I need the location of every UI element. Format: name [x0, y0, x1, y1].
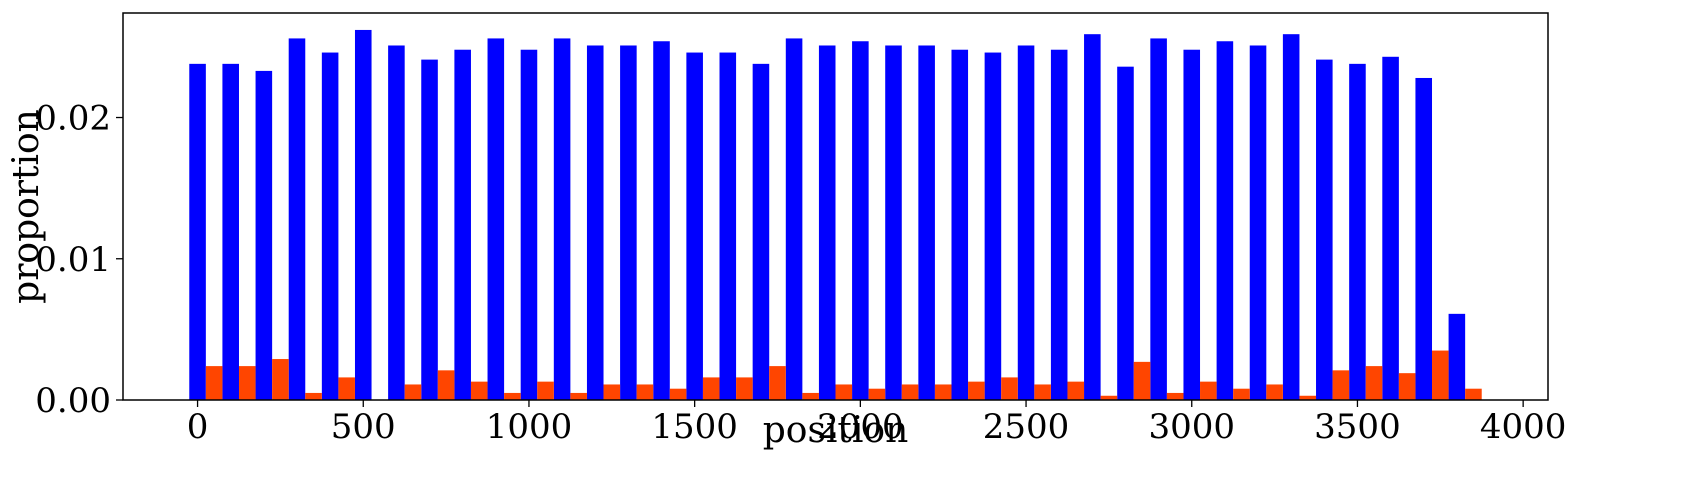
bar-series1-bin-3500	[1349, 63, 1366, 401]
bar-series2-bin-1700	[769, 366, 786, 400]
bar-series1-bin-3600	[1382, 56, 1399, 401]
bar-series2-bin-2600	[1067, 381, 1085, 400]
x-axis-ticks: 0 500 1000 1500 2000 2500 3000 3500 4000	[187, 400, 1567, 447]
bar-series2-bin-2000	[868, 388, 886, 400]
bar-series2-bin-2300	[968, 381, 985, 400]
x-tick-label: 500	[331, 407, 396, 447]
y-tick-label: 0.01	[35, 240, 111, 280]
bar-series1-bin-1000	[520, 49, 538, 401]
bar-series2-bin-1000	[537, 381, 554, 400]
bar-series1-bin-3800	[1448, 313, 1466, 400]
bar-series2-bin-1100	[570, 392, 587, 400]
bar-series1-bin-2700	[1084, 34, 1101, 401]
bar-series2-bin-2200	[934, 384, 952, 400]
bar-series1-bin-800	[454, 49, 471, 401]
x-tick-label: 1500	[651, 407, 738, 447]
bar-series2-bin-200	[272, 359, 289, 400]
bar-series2-bin-400	[338, 377, 355, 400]
x-tick-label: 1000	[486, 407, 573, 447]
bar-series2-bin-3000	[1200, 381, 1217, 400]
bar-series1-bin-1800	[785, 38, 803, 400]
bar-series1-bin-300	[288, 38, 306, 400]
bar-series1-bin-3700	[1415, 77, 1433, 401]
bar-series2-bin-2400	[1001, 377, 1018, 400]
bar-series2-bin-3100	[1233, 388, 1250, 400]
bar-series1-bin-3000	[1183, 49, 1201, 401]
bar-series1-bin-2300	[951, 49, 969, 401]
bar-series2-bin-2800	[1133, 361, 1151, 400]
bar-series2-bin-3500	[1365, 366, 1383, 400]
bar-series2-bin-2100	[901, 384, 919, 400]
bar-series1-bin-3400	[1316, 59, 1333, 400]
bar-series1-bin-3300	[1282, 34, 1300, 401]
bar-series2-bin-1400	[669, 388, 687, 400]
bar-series1-bin-700	[421, 59, 438, 400]
x-axis-label: position	[763, 410, 909, 451]
bar-series1-bin-400	[321, 52, 339, 400]
bar-series2-bin-3300	[1299, 395, 1317, 400]
bar-series1-bin-1600	[719, 52, 737, 400]
bar-series1-bin-1200	[586, 45, 604, 400]
bar-series1-bin-1300	[620, 45, 637, 400]
bar-series1-bin-500	[354, 29, 372, 400]
bar-series1-bin-0	[189, 63, 206, 401]
y-axis-ticks: 0.00 0.01 0.02	[35, 99, 123, 421]
bar-series1-bin-2100	[885, 45, 902, 400]
bar-series1-bin-1400	[653, 41, 670, 401]
bar-series2-bin-300	[305, 392, 322, 400]
bar-series1-bin-2800	[1117, 66, 1134, 400]
bar-series2-bin-700	[437, 370, 455, 400]
x-tick-label: 4000	[1480, 407, 1567, 447]
bar-series2-bin-2500	[1034, 384, 1051, 400]
x-tick-label: 3500	[1314, 407, 1401, 447]
bar-series1-bin-2600	[1050, 49, 1068, 401]
bar-series2-bin-1500	[702, 377, 720, 400]
bar-series1-bin-1100	[553, 38, 571, 400]
bar-series1-bin-3100	[1216, 41, 1234, 401]
bar-series2-bin-2900	[1166, 392, 1184, 400]
bar-series2-bin-2700	[1100, 395, 1118, 400]
bar-series2-bin-3200	[1266, 384, 1283, 400]
bar-series2-bin-900	[504, 392, 521, 400]
bar-series2-bin-3700	[1432, 350, 1449, 400]
bar-series2-bin-600	[404, 384, 422, 400]
bar-series1-bin-2200	[918, 45, 935, 400]
bar-series2-bin-1800	[802, 392, 819, 400]
bar-series1-bin-600	[388, 45, 405, 400]
bar-series1-bin-900	[487, 38, 505, 400]
bar-series1-bin-3200	[1249, 45, 1267, 400]
bar-series2-bin-1200	[603, 384, 621, 400]
x-tick-label: 3000	[1148, 407, 1235, 447]
bar-series2-bin-800	[470, 381, 488, 400]
bar-series1-bin-2500	[1017, 45, 1035, 400]
bars-layer	[189, 29, 1482, 401]
y-tick-label: 0.02	[35, 99, 111, 139]
bar-series2-bin-1600	[736, 377, 753, 400]
plot-frame	[122, 12, 1549, 401]
bar-series1-bin-2400	[984, 52, 1002, 400]
bar-series2-bin-3400	[1332, 370, 1350, 400]
x-tick-label: 0	[187, 407, 209, 447]
bar-series2-bin-1300	[636, 384, 654, 400]
x-tick-label: 2500	[983, 407, 1070, 447]
bar-series1-bin-2900	[1150, 38, 1167, 400]
bar-series1-bin-100	[222, 63, 239, 401]
bar-series2-bin-3800	[1465, 388, 1482, 400]
y-axis-label: proportion	[6, 109, 47, 304]
bar-series1-bin-1700	[752, 63, 770, 401]
bar-series1-bin-200	[255, 70, 273, 401]
bar-series2-bin-3600	[1398, 373, 1416, 400]
bar-series1-bin-1500	[686, 52, 703, 400]
y-tick-label: 0.00	[35, 381, 111, 421]
bar-series1-bin-2000	[852, 41, 869, 401]
bar-series2-bin-0	[205, 366, 223, 400]
bar-series2-bin-100	[238, 366, 256, 400]
bar-series2-bin-1900	[835, 384, 853, 400]
x-tick-label: 2000	[817, 407, 904, 447]
bar-series1-bin-1900	[818, 45, 836, 400]
